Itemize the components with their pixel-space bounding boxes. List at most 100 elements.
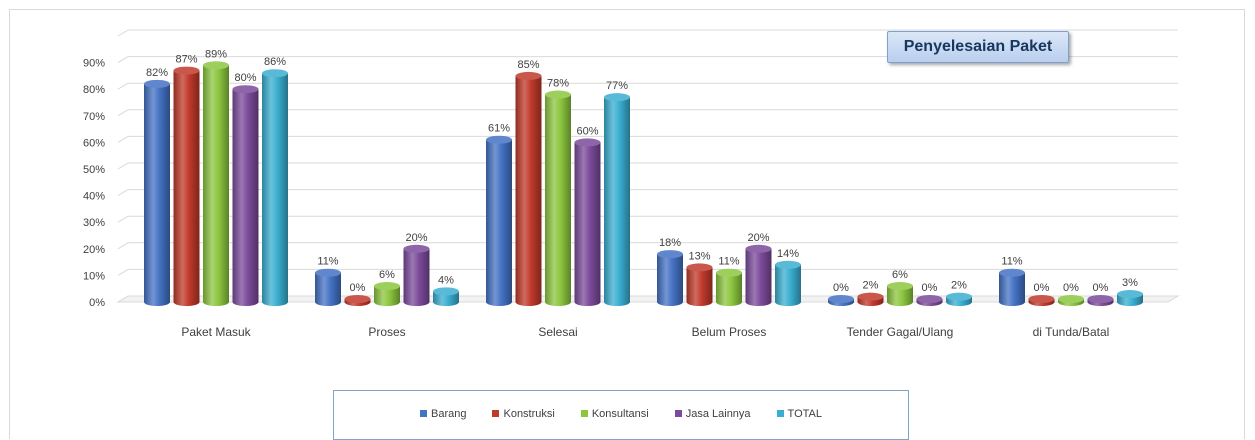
bar-top [515,71,542,80]
data-label: 20% [747,232,769,244]
bar [545,94,571,307]
legend-item: Konstruksi [492,407,555,420]
bar [262,73,288,307]
y-tick-label: 70% [83,111,105,123]
y-tick-label: 80% [83,84,105,96]
bar [144,83,170,306]
y-tick-label: 0% [89,297,105,309]
category-label: Selesai [538,325,577,339]
y-tick-label: 50% [83,164,105,176]
data-label: 0% [833,282,849,294]
data-label: 11% [1001,256,1022,268]
bar-top [604,93,630,102]
bar-top [173,66,200,75]
legend-label: Konsultansi [591,407,649,420]
gridline-side [117,56,129,64]
data-label: 11% [718,256,739,268]
legend-swatch [420,410,427,417]
bar-top [1028,295,1055,303]
bar-top [1058,295,1084,303]
data-label: 80% [234,72,256,84]
bar-top [574,138,601,147]
data-label: 13% [688,250,710,262]
legend-item: Konsultansi [580,407,649,420]
bar-top [262,69,288,78]
bar-top [433,287,459,296]
legend-swatch [492,410,500,417]
legend-swatch [674,410,682,417]
data-label: 4% [438,274,454,286]
y-tick-label: 20% [83,244,105,256]
bar [686,267,713,306]
chart-title: Penyelesaian Paket [887,31,1069,63]
bar-top [315,268,341,277]
data-label: 6% [379,269,395,281]
bar-top [745,244,772,253]
category-label: Paket Masuk [181,325,251,339]
gridline-side [117,162,129,170]
bar-top [999,268,1025,277]
bar [433,291,459,306]
bar [232,89,259,306]
bar-top [887,282,913,291]
gridline-side [117,268,129,276]
legend-item: TOTAL [776,407,822,420]
data-label: 0% [1093,282,1109,294]
data-label: 86% [264,56,286,68]
bar [604,97,630,307]
data-label: 11% [317,256,338,268]
category-label: Belum Proses [692,325,767,339]
data-label: 0% [1063,282,1079,294]
data-label: 89% [205,48,227,60]
bar [486,139,512,306]
bar-top [946,292,972,301]
gridline-side [117,189,129,197]
bar [775,264,801,306]
bar [374,286,400,306]
legend-label: Konstruksi [503,407,555,420]
bar-top [403,244,430,253]
category-label: di Tunda/Batal [1033,325,1110,339]
legend-label: TOTAL [787,407,822,420]
data-label: 78% [547,78,569,90]
data-label: 18% [659,237,681,249]
data-label: 20% [405,232,427,244]
bar [403,248,430,306]
legend-item: Jasa Lainnya [674,407,751,420]
gridline-side [117,242,129,250]
y-tick-label: 40% [83,191,105,203]
category-label: Tender Gagal/Ulang [847,325,954,339]
gridline-side [117,135,129,143]
gridline-side [117,215,129,223]
y-tick-label: 90% [83,58,105,70]
data-label: 61% [488,123,510,135]
bar-top [232,85,259,94]
bar [657,254,683,306]
bar-top [486,135,512,144]
bar-top [203,61,229,70]
bar [203,65,229,306]
bar [315,272,341,306]
data-label: 2% [951,280,967,292]
bar [999,272,1025,306]
bar [716,272,742,306]
bar [173,70,200,306]
chart-legend: Barang Konstruksi Konsultansi Jasa Lainnya T… [333,390,909,440]
data-label: 14% [777,248,799,260]
data-label: 82% [146,67,168,79]
data-label: 3% [1122,277,1138,289]
bar-top [144,79,170,88]
y-tick-label: 60% [83,137,105,149]
category-label: Proses [368,325,405,339]
data-label: 87% [175,54,197,66]
legend-swatch [580,410,588,417]
legend-swatch [776,410,784,417]
bar-top [775,260,801,269]
bar [745,248,772,306]
bar-top [686,263,713,272]
bar-top [857,292,884,301]
bar [574,142,601,306]
y-tick-label: 30% [83,217,105,229]
data-label: 0% [1034,282,1050,294]
legend-label: Jasa Lainnya [685,407,751,420]
